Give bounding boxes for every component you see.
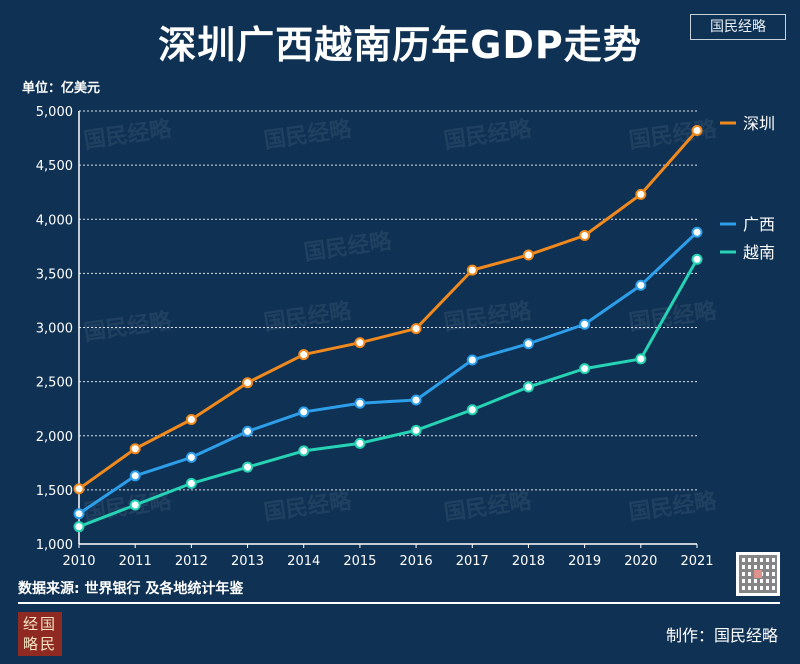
data-point (635, 279, 647, 291)
data-point (185, 414, 197, 426)
y-tick-label: 5,000 (36, 105, 73, 120)
logo-line-1: 经国 (22, 615, 57, 633)
data-point (242, 425, 254, 437)
data-point (185, 451, 197, 463)
data-point (579, 318, 591, 330)
legend-label: 越南 (743, 243, 775, 262)
x-tick-label: 2021 (680, 554, 713, 569)
watermark-text: 国民经略 (82, 116, 174, 154)
data-point (298, 445, 310, 457)
footer-divider (18, 602, 780, 604)
x-tick-label: 2012 (175, 554, 208, 569)
watermark-text: 国民经略 (442, 298, 534, 336)
data-point (242, 377, 254, 389)
x-tick-label: 2015 (343, 554, 376, 569)
data-point (466, 354, 478, 366)
data-point (466, 404, 478, 416)
x-tick-label: 2018 (512, 554, 545, 569)
watermark-text: 国民经略 (262, 488, 354, 526)
watermark-text: 国民经略 (262, 298, 354, 336)
data-point (354, 337, 366, 349)
x-tick-label: 2020 (624, 554, 657, 569)
data-point (522, 249, 534, 261)
data-point (129, 470, 141, 482)
data-point (691, 124, 703, 136)
data-point (410, 323, 422, 335)
qr-code[interactable] (736, 552, 780, 596)
x-tick-label: 2010 (62, 554, 95, 569)
x-tick-label: 2014 (287, 554, 320, 569)
x-tick-label: 2011 (119, 554, 152, 569)
y-tick-label: 3,500 (36, 267, 73, 282)
y-tick-label: 2,000 (36, 430, 73, 445)
brand-top-logo: 国民经略 (690, 14, 786, 40)
data-point (522, 338, 534, 350)
chart-title: 深圳广西越南历年GDP走势 (158, 23, 642, 67)
data-point (73, 508, 85, 520)
unit-label: 单位：亿美元 (22, 81, 101, 96)
y-tick-label: 1,500 (36, 484, 73, 499)
data-point (354, 437, 366, 449)
watermark-text: 国民经略 (627, 116, 719, 154)
data-point (691, 253, 703, 265)
data-point (410, 394, 422, 406)
y-tick-label: 2,500 (36, 376, 73, 391)
legend-layer: 深圳广西越南 (720, 114, 775, 262)
data-point (298, 406, 310, 418)
x-tick-label: 2016 (400, 554, 433, 569)
logo-line-2: 略民 (22, 635, 57, 653)
data-point (579, 363, 591, 375)
series-line-1 (78, 231, 699, 515)
data-point (466, 264, 478, 276)
x-tick-label: 2013 (231, 554, 264, 569)
data-point (185, 477, 197, 489)
y-tick-label: 4,500 (36, 159, 73, 174)
data-point (410, 424, 422, 436)
data-point (691, 226, 703, 238)
watermark-text: 国民经略 (442, 488, 534, 526)
data-point (579, 229, 591, 241)
watermark-text: 国民经略 (302, 228, 394, 266)
watermark-text: 国民经略 (627, 488, 719, 526)
series-line-2 (78, 258, 699, 529)
y-tick-label: 1,000 (36, 538, 73, 553)
data-point (635, 188, 647, 200)
watermark-text: 国民经略 (262, 116, 354, 154)
x-tick-label: 2019 (568, 554, 601, 569)
data-source-note: 数据来源: 世界银行 及各地统计年鉴 (18, 581, 244, 597)
data-point (298, 349, 310, 361)
legend-label: 广西 (743, 215, 775, 234)
brand-logo-seal: 经国 略民 (18, 612, 62, 656)
data-point (635, 353, 647, 365)
series-lines-layer (73, 124, 703, 533)
watermark-text: 国民经略 (82, 308, 174, 346)
series-line-0 (78, 129, 699, 491)
axes-layer: 2010 2011 2012 2013 2014 2015 2016 2017 2018 2019… (62, 111, 714, 569)
y-tick-label: 3,000 (36, 322, 73, 337)
data-point (242, 461, 254, 473)
data-point (73, 483, 85, 495)
credit-text: 制作：国民经略 (665, 626, 778, 645)
data-point (129, 443, 141, 455)
data-point (73, 521, 85, 533)
watermark-text: 国民经略 (442, 116, 534, 154)
data-point (354, 397, 366, 409)
data-point (129, 499, 141, 511)
x-tick-label: 2017 (456, 554, 489, 569)
data-point (522, 381, 534, 393)
y-tick-label: 4,000 (36, 213, 73, 228)
legend-label: 深圳 (743, 114, 775, 133)
